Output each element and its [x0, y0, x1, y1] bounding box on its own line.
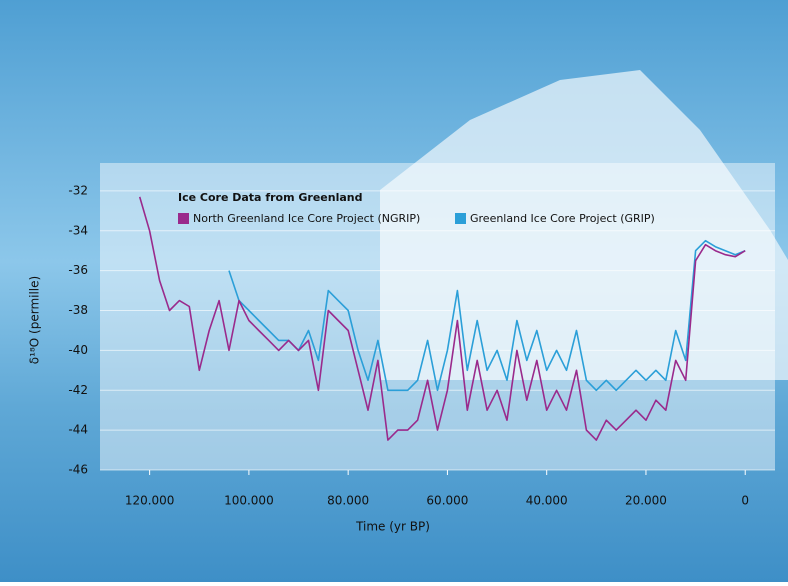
y-axis-label: δ¹⁸O (permille): [28, 276, 42, 364]
y-tick-label: -42: [68, 383, 88, 397]
chart-title: Ice Core Data from Greenland: [178, 191, 362, 204]
x-tick-label: 80.000: [327, 494, 369, 508]
x-tick-label: 40.000: [526, 494, 568, 508]
x-tick-label: 20.000: [625, 494, 667, 508]
y-tick-label: -44: [68, 423, 88, 437]
plot-panel: [100, 163, 775, 470]
y-tick-label: -36: [68, 263, 88, 277]
legend-label: North Greenland Ice Core Project (NGRIP): [193, 212, 420, 225]
legend-swatch: [178, 213, 189, 224]
legend-label: Greenland Ice Core Project (GRIP): [470, 212, 655, 225]
y-tick-label: -32: [68, 183, 88, 197]
y-tick-label: -46: [68, 463, 88, 477]
page: Ice Core Data from Greenland Time (yr BP…: [0, 0, 788, 582]
x-tick-label: 120.000: [125, 494, 175, 508]
chart: Ice Core Data from Greenland Time (yr BP…: [0, 0, 788, 582]
legend-swatch: [455, 213, 466, 224]
y-tick-label: -38: [68, 303, 88, 317]
y-tick-label: -40: [68, 343, 88, 357]
y-tick-label: -34: [68, 223, 88, 237]
x-tick-label: 0: [741, 494, 749, 508]
x-tick-label: 100.000: [224, 494, 274, 508]
x-tick-label: 60.000: [426, 494, 468, 508]
x-axis-label: Time (yr BP): [355, 520, 430, 534]
